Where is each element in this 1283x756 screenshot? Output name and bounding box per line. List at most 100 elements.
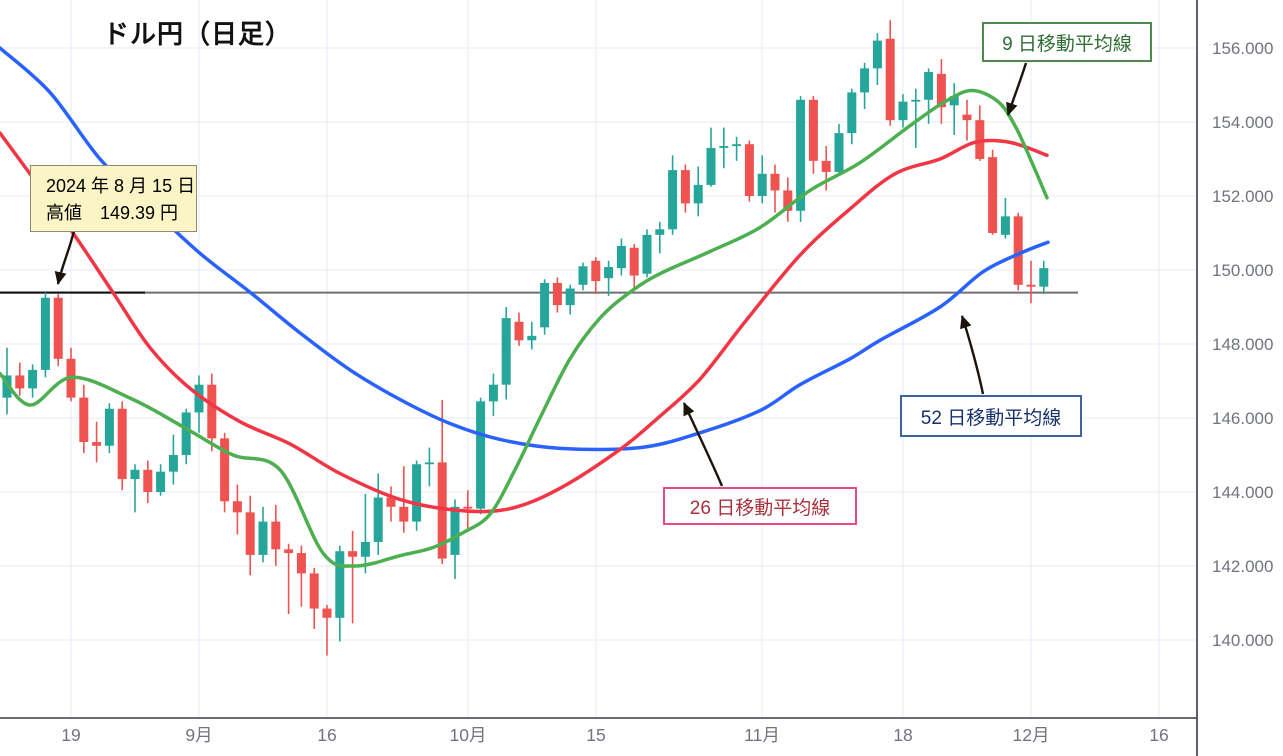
candle-up [719,146,729,148]
ma26-label: 26 日移動平均線 [689,497,831,519]
candle-down [975,120,985,159]
candle-down [399,506,409,522]
price-axis-label[interactable]: 148.000 [1212,335,1273,354]
candle-up [40,297,50,370]
price-axis-label[interactable]: 140.000 [1212,631,1273,650]
time-axis-label[interactable]: 16 [1149,725,1168,745]
candle-down [386,497,396,507]
candle-down [988,157,998,233]
ma9-label: 9 日移動平均線 [1002,33,1132,55]
candle-up [655,229,665,235]
time-axis-label[interactable]: 19 [61,725,80,745]
candle-up [834,133,844,172]
price-axis-label[interactable]: 150.000 [1212,261,1273,280]
candle-down [770,173,780,191]
price-axis-label[interactable]: 146.000 [1212,409,1273,428]
candle-up [194,384,204,413]
candle-down [207,384,217,439]
candle-down [629,247,639,276]
candle-up [860,68,870,93]
candle-up [732,144,742,147]
candle-up [412,464,422,522]
price-axis-label[interactable]: 156.000 [1212,39,1273,58]
high-note-date: 2024 年 8 月 15 日 [46,176,196,196]
candle-down [463,506,473,509]
candle-up [181,412,191,455]
price-axis-label[interactable]: 144.000 [1212,483,1273,502]
candle-down [783,190,793,211]
candle-down [296,553,306,574]
ma-line-9day [0,88,1049,568]
price-axis-label[interactable]: 152.000 [1212,187,1273,206]
candle-down [284,549,294,554]
time-axis-label[interactable]: 10月 [450,725,487,745]
candle-up [604,267,614,279]
price-axis-label[interactable]: 154.000 [1212,113,1273,132]
candle-up [1000,216,1010,235]
candle-down [271,521,281,550]
candle-down [514,321,524,341]
candle-up [565,288,575,306]
time-axis-label[interactable]: 11月 [744,725,780,745]
time-axis-label[interactable]: 9月 [185,725,212,745]
candle-down [322,608,332,618]
candle-down [437,462,447,559]
candle-up [450,506,460,555]
chart-title: ドル円（日足） [103,19,293,49]
candle-down [143,469,153,492]
time-axis-label[interactable]: 15 [586,725,605,745]
candle-down [15,375,25,389]
candle-up [527,335,537,341]
ma26-arrow [682,402,724,487]
candle-up [258,521,268,555]
time-axis-label[interactable]: 12月 [1013,725,1050,745]
high-price-note[interactable]: 2024 年 8 月 15 日 高値 149.39 円 [30,165,197,232]
candle-up [104,408,114,446]
ma9-label-box[interactable]: 9 日移動平均線 [982,22,1152,62]
candle-down [92,442,102,446]
candle-down [680,170,690,204]
candle-up [924,72,934,100]
candle-down [552,282,562,306]
candle-down [79,397,89,443]
time-axis-label[interactable]: 16 [317,725,336,745]
price-axis-label[interactable]: 142.000 [1212,557,1273,576]
candle-down [348,551,358,557]
candle-down [744,144,754,196]
candle-up [156,471,166,492]
candle-down [117,408,127,480]
candle-up [424,462,434,465]
time-axis-label[interactable]: 18 [893,725,912,745]
candle-up [578,266,588,285]
candle-up [847,92,857,134]
candle-down [936,73,946,108]
candle-up [476,401,486,509]
candle-up [642,234,652,274]
candle-up [335,551,345,618]
candle-up [130,469,140,480]
candle-up [28,369,38,389]
candle-up [373,497,383,542]
ma26-label-box[interactable]: 26 日移動平均線 [663,487,857,525]
candle-down [962,114,972,121]
candle-up [488,384,498,402]
candle-down [1013,216,1023,285]
candle-down [1026,284,1036,287]
candle-down [885,38,895,121]
ma-line-26day [0,131,1049,514]
ma52-arrow [960,315,985,395]
candle-up [898,101,908,121]
candle-down [245,512,255,555]
candle-up [668,170,678,230]
ma9-arrow [1006,62,1028,116]
candle-up [872,40,882,69]
candle-up [693,184,703,204]
candle-up [757,173,767,196]
ma52-label-box[interactable]: 52 日移動平均線 [900,395,1082,437]
candle-down [232,501,242,513]
candle-down [808,99,818,161]
candle-down [220,438,230,502]
candle-up [796,99,806,211]
